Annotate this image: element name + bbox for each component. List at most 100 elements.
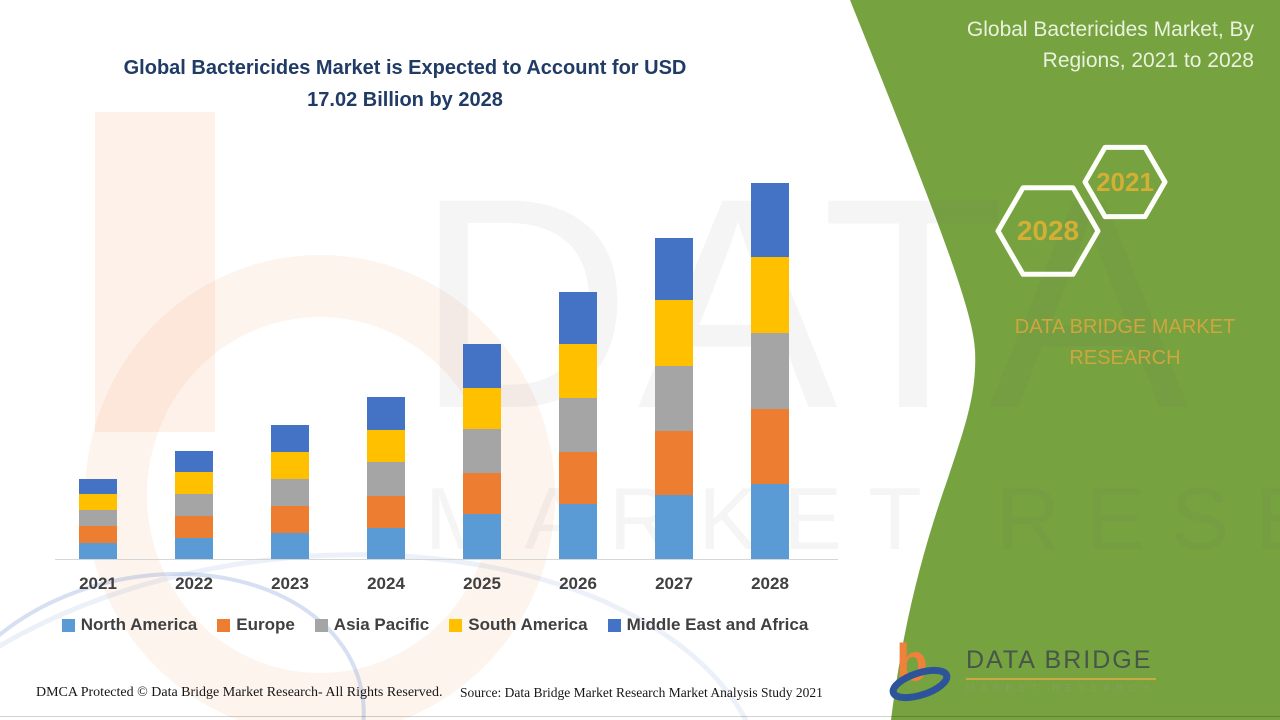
stacked-bar-2023	[271, 424, 309, 559]
legend-label: South America	[468, 615, 588, 634]
chart-legend: North America Europe Asia Pacific South Ame…	[25, 615, 845, 635]
bar-segment-2023-middle-east-and-africa	[271, 424, 309, 452]
bar-segment-2023-asia-pacific	[271, 479, 309, 506]
plot-area	[55, 150, 845, 559]
bar-segment-2024-north-america	[367, 528, 405, 559]
legend-label: Asia Pacific	[333, 615, 430, 634]
bar-segment-2023-europe	[271, 505, 309, 534]
bar-segment-2024-south-america	[367, 430, 405, 463]
footer-copyright: DMCA Protected © Data Bridge Market Rese…	[36, 685, 443, 700]
x-axis-label-2027: 2027	[655, 574, 693, 593]
x-axis-line	[55, 559, 838, 560]
databridge-logo: b DATA BRIDGE MARKET RESEARCH	[888, 636, 1156, 704]
bar-segment-2026-middle-east-and-africa	[559, 292, 597, 344]
bar-segment-2024-middle-east-and-africa	[367, 397, 405, 431]
bar-segment-2028-asia-pacific	[751, 332, 789, 409]
side-panel-title-line1: Global Bactericides Market, By	[966, 18, 1254, 41]
bar-segment-2025-north-america	[463, 513, 501, 559]
bar-segment-2026-north-america	[559, 503, 597, 559]
logo-subtitle: MARKET RESEARCH	[966, 683, 1156, 694]
year-hexagons: 2021 2028	[995, 144, 1168, 277]
bar-segment-2028-middle-east-and-africa	[751, 182, 789, 257]
x-axis-label-2028: 2028	[751, 574, 789, 593]
logo-name: DATA BRIDGE	[966, 646, 1156, 680]
hexagon-2021-label: 2021	[1096, 167, 1154, 197]
bar-segment-2028-south-america	[751, 256, 789, 333]
legend-item-middle-east-and-africa: Middle East and Africa	[607, 615, 809, 635]
bar-segment-2027-middle-east-and-africa	[655, 238, 693, 300]
x-axis-label-2024: 2024	[367, 574, 405, 593]
brand-text-line1: DATA BRIDGE MARKET	[1014, 316, 1236, 338]
chart-title-line1: Global Bactericides Market is Expected t…	[123, 57, 687, 79]
legend-label: Europe	[236, 615, 295, 634]
brand-text-line2: RESEARCH	[1069, 347, 1181, 369]
bar-segment-2028-europe	[751, 408, 789, 485]
brand-text: DATA BRIDGE MARKET RESEARCH	[1000, 312, 1250, 374]
legend-swatch-icon	[314, 618, 328, 632]
databridge-logo-icon: b	[889, 636, 951, 702]
legend-label: Middle East and Africa	[626, 615, 809, 634]
footer-source: Source: Data Bridge Market Research Mark…	[460, 685, 823, 700]
stacked-bar-2027	[655, 238, 693, 559]
bar-segment-2026-south-america	[559, 343, 597, 398]
stacked-bar-2021	[79, 479, 117, 559]
legend-swatch-icon	[217, 618, 231, 632]
bottom-border-line	[0, 716, 1280, 717]
bar-segment-2021-asia-pacific	[79, 510, 117, 527]
bar-segment-2022-europe	[175, 515, 213, 539]
stacked-bar-2022	[175, 451, 213, 559]
bar-segment-2022-asia-pacific	[175, 494, 213, 516]
bar-segment-2021-north-america	[79, 543, 117, 559]
x-axis-label-2025: 2025	[463, 574, 501, 593]
logo-swoosh-icon	[889, 666, 951, 702]
green-panel-shape	[850, 0, 1280, 720]
bar-segment-2021-europe	[79, 526, 117, 544]
x-axis-label-2021: 2021	[79, 574, 117, 593]
legend-item-south-america: South America	[449, 615, 588, 635]
legend-swatch-icon	[449, 618, 463, 632]
legend-label: North America	[80, 615, 198, 634]
stacked-bar-2025	[463, 344, 501, 559]
bar-segment-2025-middle-east-and-africa	[463, 344, 501, 388]
legend-item-north-america: North America	[61, 615, 198, 635]
bar-segment-2025-south-america	[463, 387, 501, 429]
bar-segment-2026-asia-pacific	[559, 397, 597, 453]
bar-segment-2026-europe	[559, 452, 597, 504]
legend-item-asia-pacific: Asia Pacific	[314, 615, 430, 635]
legend-swatch-icon	[61, 618, 75, 632]
legend-swatch-icon	[607, 618, 621, 632]
bar-segment-2028-north-america	[751, 484, 789, 559]
bar-segment-2024-asia-pacific	[367, 462, 405, 497]
bar-segment-2023-south-america	[271, 451, 309, 480]
bar-segment-2025-asia-pacific	[463, 428, 501, 473]
bar-segment-2022-middle-east-and-africa	[175, 451, 213, 473]
bar-segment-2027-north-america	[655, 494, 693, 559]
hexagon-2028-icon	[995, 185, 1101, 277]
x-axis-label-2023: 2023	[271, 574, 309, 593]
bar-segment-2022-north-america	[175, 538, 213, 559]
side-panel-title: Global Bactericides Market, By Regions, …	[954, 14, 1254, 76]
bar-segment-2027-asia-pacific	[655, 365, 693, 431]
bar-segment-2027-europe	[655, 430, 693, 495]
hexagon-2028-label: 2028	[1017, 215, 1079, 246]
hexagon-2021-icon	[1082, 144, 1168, 220]
bar-segment-2025-europe	[463, 472, 501, 514]
bar-segment-2022-south-america	[175, 472, 213, 495]
x-axis-labels: 2021 2022 2023 2024 2025 2026 2027 2028	[55, 574, 845, 598]
chart-title: Global Bactericides Market is Expected t…	[75, 52, 735, 116]
bar-segment-2021-middle-east-and-africa	[79, 479, 117, 495]
stacked-bar-2028	[751, 182, 789, 559]
stacked-bar-2024	[367, 397, 405, 559]
bar-segment-2021-south-america	[79, 494, 117, 511]
x-axis-label-2026: 2026	[559, 574, 597, 593]
bar-segment-2023-north-america	[271, 533, 309, 559]
legend-item-europe: Europe	[217, 615, 295, 635]
chart-title-line2: 17.02 Billion by 2028	[307, 89, 503, 111]
x-axis-label-2022: 2022	[175, 574, 213, 593]
bar-segment-2027-south-america	[655, 299, 693, 366]
bar-segment-2024-europe	[367, 496, 405, 529]
side-panel-title-line2: Regions, 2021 to 2028	[1042, 49, 1254, 72]
stacked-bar-2026	[559, 292, 597, 559]
